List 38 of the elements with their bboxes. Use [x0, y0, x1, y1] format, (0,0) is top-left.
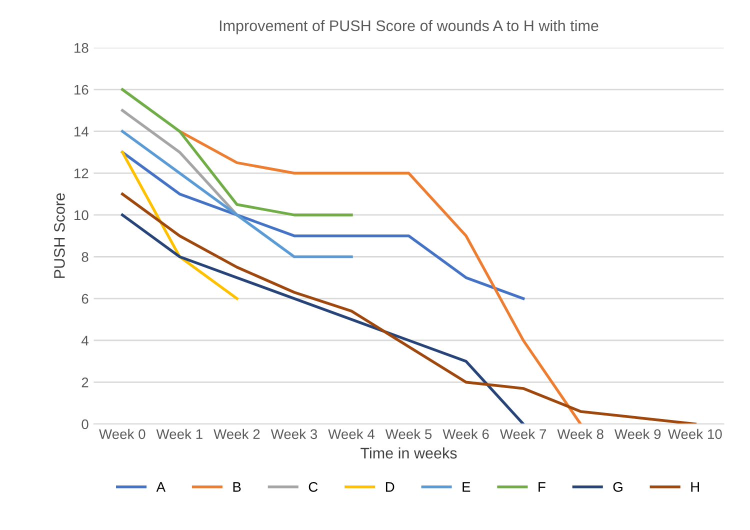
legend-label: C [308, 482, 318, 492]
x-tick-label: Week 4 [328, 428, 374, 440]
y-tick-label: 14 [74, 126, 88, 136]
chart-title: Improvement of PUSH Score of wounds A to H with time [220, 20, 598, 34]
x-tick-label: Week 0 [99, 428, 146, 440]
x-tick-label: Week 9 [614, 428, 661, 440]
y-tick-label: 18 [74, 43, 88, 53]
x-tick-label: Week 6 [442, 428, 489, 440]
legend-label: F [538, 482, 546, 492]
line-series [120, 88, 353, 216]
y-tick-label: 10 [74, 210, 88, 220]
legend-label: D [386, 482, 394, 492]
legend-label: B [233, 482, 241, 492]
legend-label: E [462, 482, 470, 492]
line-series [120, 192, 697, 424]
y-tick-label: 4 [81, 336, 88, 346]
x-tick-label: Week 10 [668, 428, 722, 440]
y-tick-label: 12 [74, 168, 88, 178]
line-series [178, 130, 582, 424]
line-series [120, 130, 353, 258]
x-tick-label: Week 5 [385, 428, 432, 440]
legend-label: H [691, 482, 699, 492]
y-tick-label: 16 [74, 84, 88, 95]
legend-label: A [156, 482, 166, 492]
x-tick-label: Week 8 [557, 428, 604, 440]
line-series [120, 214, 525, 424]
legend-label: G [613, 482, 622, 492]
x-tick-label: Week 2 [214, 428, 260, 440]
x-axis-title: Time in weeks [360, 447, 457, 459]
y-tick-label: 6 [82, 294, 88, 304]
y-tick-label: 0 [82, 419, 88, 430]
line-series [120, 150, 525, 300]
x-tick-label: Week 1 [156, 428, 202, 440]
y-tick-label: 8 [82, 252, 88, 262]
x-tick-label: Week 7 [500, 428, 546, 440]
x-tick-label: Week 3 [270, 428, 318, 440]
y-tick-label: 2 [82, 378, 88, 388]
y-axis-title: PUSH Score [54, 193, 65, 278]
